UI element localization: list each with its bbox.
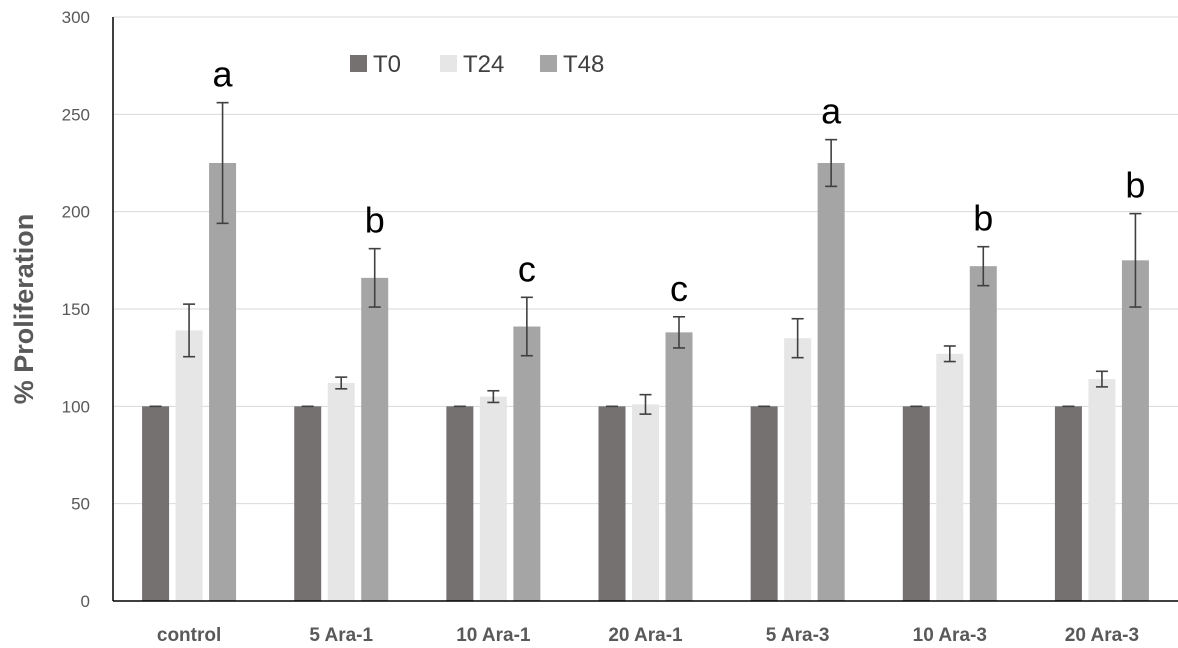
bar-t48-2 <box>513 326 541 601</box>
legend: T0 T24 T48 <box>350 51 604 78</box>
legend-label-t0: T0 <box>373 51 401 78</box>
significance-letters: a b c c a b b <box>213 54 1146 309</box>
bar-t0-1 <box>294 406 322 601</box>
y-tick-label: 250 <box>62 105 90 124</box>
bar-t24-0 <box>175 330 203 601</box>
x-category-label: 20 Ara-3 <box>1065 625 1139 646</box>
x-category-label: 10 Ara-1 <box>456 625 531 646</box>
y-tick-label: 200 <box>62 203 90 222</box>
x-category-label: 5 Ara-1 <box>309 625 373 646</box>
x-category-label: 20 Ara-1 <box>608 625 683 646</box>
bar-t0-5 <box>902 406 930 601</box>
significance-letter: b <box>973 198 993 239</box>
legend-swatch-t0 <box>350 55 367 72</box>
bar-t48-1 <box>361 277 389 601</box>
bar-t0-0 <box>142 406 170 601</box>
x-category-label: control <box>157 625 221 646</box>
y-tick-label: 300 <box>62 8 90 27</box>
x-axis-categories: control 5 Ara-1 10 Ara-1 20 Ara-1 5 Ara-3 10 … <box>157 625 1139 646</box>
legend-swatch-t24 <box>440 55 457 72</box>
x-category-label: 10 Ara-3 <box>913 625 987 646</box>
y-tick-label: 150 <box>62 300 90 319</box>
gridlines <box>113 16 1178 505</box>
error-bars <box>149 101 1142 415</box>
significance-letter: c <box>670 268 688 309</box>
legend-swatch-t48 <box>540 55 557 72</box>
significance-letter: b <box>365 200 385 241</box>
x-category-label: 5 Ara-3 <box>766 625 830 646</box>
significance-letter: a <box>821 91 842 132</box>
bar-t24-1 <box>327 382 355 601</box>
y-tick-label: 100 <box>62 397 90 416</box>
bar-t48-6 <box>1121 260 1149 601</box>
bars <box>142 163 1149 601</box>
bar-t0-4 <box>750 406 778 601</box>
bar-t48-5 <box>969 266 997 601</box>
significance-letter: c <box>518 248 536 289</box>
y-tick-label: 0 <box>81 592 90 611</box>
y-axis-label: % Proliferation <box>9 214 39 405</box>
legend-label-t48: T48 <box>563 51 604 78</box>
y-tick-label: 50 <box>71 495 90 514</box>
significance-letter: b <box>1125 165 1145 206</box>
bar-t0-2 <box>446 406 474 601</box>
bar-t24-4 <box>784 338 812 601</box>
y-axis-ticks: 0 50 100 150 200 250 300 <box>62 8 90 611</box>
bar-t24-6 <box>1088 379 1116 601</box>
bar-t24-2 <box>479 396 507 601</box>
bar-t24-3 <box>632 404 659 601</box>
bar-t0-6 <box>1054 406 1082 601</box>
bar-t48-0 <box>209 163 237 601</box>
bar-t48-3 <box>665 332 693 601</box>
bar-t0-3 <box>598 406 626 601</box>
significance-letter: a <box>213 54 234 95</box>
bar-t48-4 <box>817 163 845 601</box>
bar-t24-5 <box>936 353 964 601</box>
legend-label-t24: T24 <box>463 51 504 78</box>
